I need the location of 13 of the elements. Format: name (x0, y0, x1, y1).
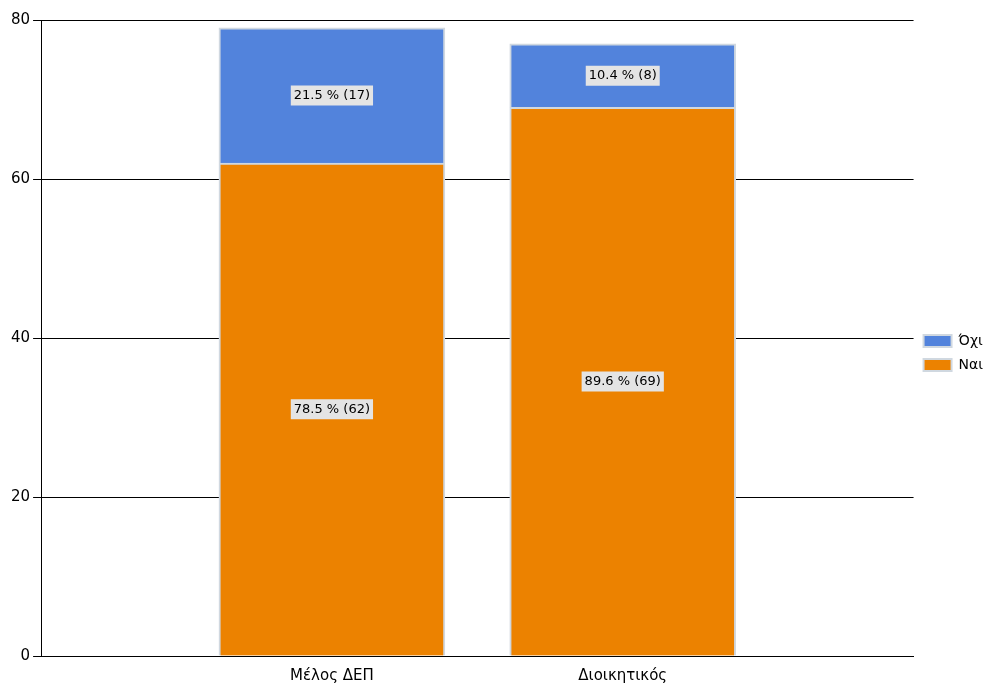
y-tick-label: 20 (10, 486, 31, 505)
y-tick-label: 0 (20, 645, 31, 664)
x-tick-label: Μέλος ΔΕΠ (290, 665, 374, 684)
data-label: 89.6 % (69) (584, 372, 661, 388)
data-label: 21.5 % (17) (293, 86, 371, 102)
legend-label: Ναι (958, 355, 984, 372)
data-label: 78.5 % (62) (293, 400, 371, 416)
y-tick-label: 80 (10, 9, 31, 28)
x-tick-label: Διοικητικός (578, 665, 668, 684)
y-tick-label: 40 (10, 327, 31, 346)
data-label: 10.4 % (8) (588, 67, 657, 83)
legend-label: Όχι (957, 331, 984, 348)
y-tick-label: 60 (10, 168, 31, 187)
